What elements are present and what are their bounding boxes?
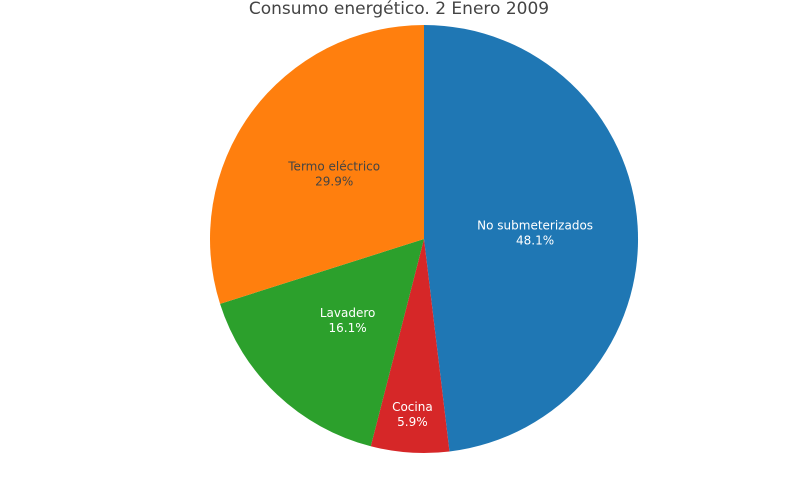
pie-slices xyxy=(209,24,639,454)
slice-label-percent: 16.1% xyxy=(329,321,367,335)
slice-label-no-submeterizados: No submeterizados 48.1% xyxy=(477,218,593,247)
pie-slice-cocina[interactable] xyxy=(370,239,450,454)
slice-label-percent: 29.9% xyxy=(315,174,353,188)
slice-label-percent: 48.1% xyxy=(516,233,554,247)
slice-label-termo-electrico: Termo eléctrico 29.9% xyxy=(287,159,380,188)
slice-label-cocina: Cocina 5.9% xyxy=(392,400,433,429)
slice-label-name: No submeterizados xyxy=(477,218,593,232)
slice-label-name: Lavadero xyxy=(320,306,376,320)
slice-label-lavadero: Lavadero 16.1% xyxy=(320,306,376,335)
chart-title: Consumo energético. 2 Enero 2009 xyxy=(249,0,549,19)
slice-label-percent: 5.9% xyxy=(397,415,428,429)
pie-slice-lavadero[interactable] xyxy=(220,239,424,447)
pie-labels: No submeterizados 48.1% Cocina 5.9% Lavadero… xyxy=(287,159,593,429)
slice-label-name: Termo eléctrico xyxy=(287,159,380,173)
pie-slice-termo-electrico[interactable] xyxy=(209,25,424,304)
slice-label-name: Cocina xyxy=(392,400,433,414)
pie-slice-no-submeterizados[interactable] xyxy=(424,24,639,452)
